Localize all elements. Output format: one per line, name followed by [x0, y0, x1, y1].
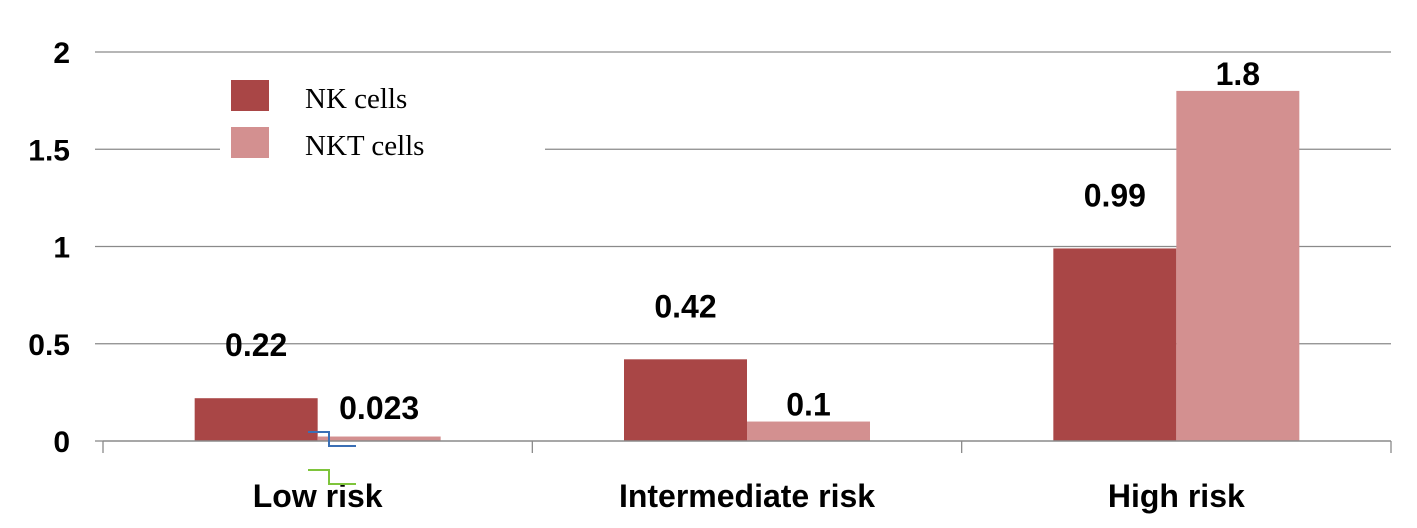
y-axis-tick-labels: 0 0.5 1 1.5 2	[28, 37, 70, 459]
bars	[194, 90, 1300, 442]
legend-swatch-nkt-cells	[231, 127, 269, 158]
data-label: 0.99	[1084, 177, 1146, 213]
bar-nkt-cells	[747, 421, 870, 441]
data-label: 0.1	[786, 387, 830, 423]
data-label: 0.42	[654, 288, 716, 324]
bar-nk-cells	[624, 359, 747, 441]
blue-line-artifact	[308, 431, 356, 447]
x-axis-ticks	[102, 441, 1392, 453]
legend-label: NK cells	[305, 83, 407, 115]
data-label: 0.023	[339, 390, 419, 426]
category-label: Low risk	[253, 478, 383, 514]
legend: NK cells NKT cells	[220, 70, 545, 180]
category-label: High risk	[1108, 478, 1245, 514]
data-labels: 0.22 0.023 0.42 0.1 0.99 1.8	[225, 56, 1260, 426]
y-tick-label: 0.5	[28, 329, 70, 362]
bar-nkt-cells	[317, 436, 441, 441]
legend-swatch-nk-cells	[231, 80, 269, 111]
legend-label: NKT cells	[305, 130, 424, 162]
data-label: 0.22	[225, 327, 287, 363]
y-tick-label: 1.5	[28, 134, 70, 167]
bar-nkt-cells	[1176, 90, 1300, 442]
category-label: Intermediate risk	[619, 478, 875, 514]
x-axis-category-labels: Low risk Intermediate risk High risk	[253, 478, 1245, 514]
legend-background	[220, 70, 545, 180]
y-tick-label: 0	[53, 426, 70, 459]
bar-nk-cells	[1053, 248, 1177, 441]
bar-nk-cells	[194, 398, 318, 441]
y-tick-label: 1	[53, 232, 70, 265]
y-tick-label: 2	[53, 37, 70, 70]
data-label: 1.8	[1216, 56, 1260, 92]
green-line-artifact	[308, 469, 356, 485]
